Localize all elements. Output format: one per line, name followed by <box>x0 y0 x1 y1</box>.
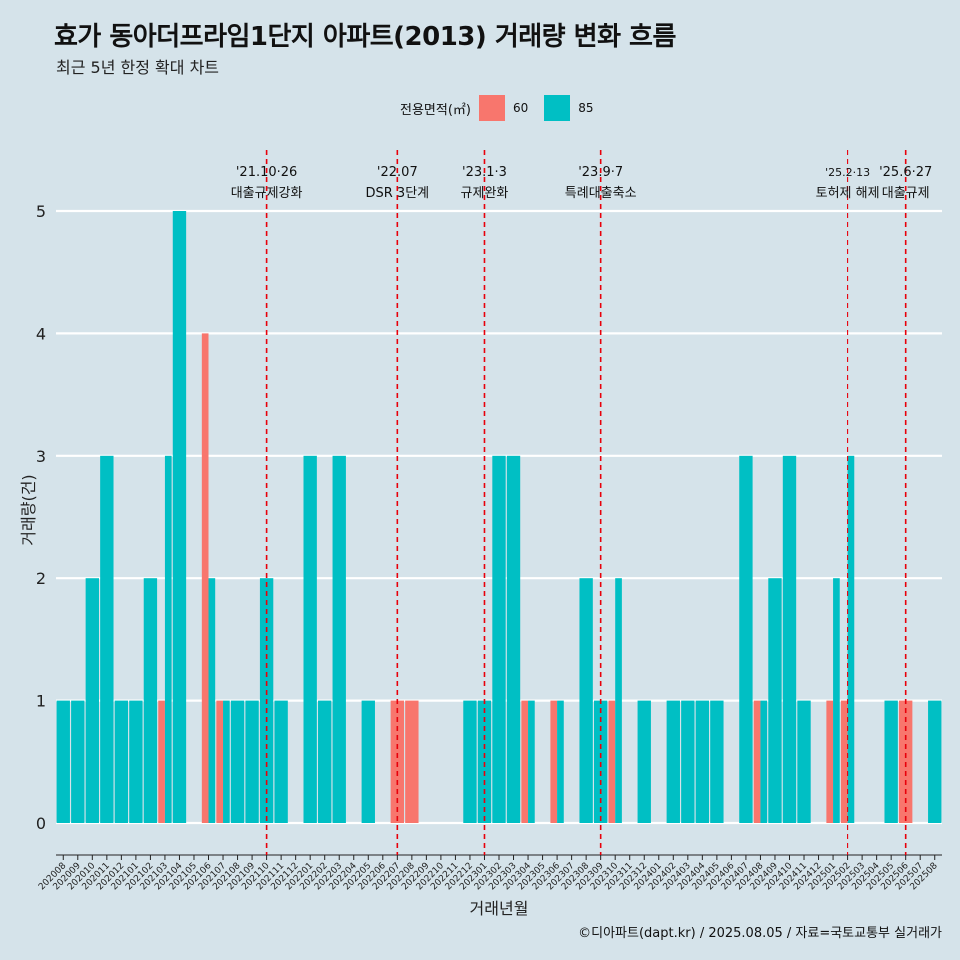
bar-85-202106 <box>208 578 216 823</box>
bar-85-202310 <box>615 578 622 823</box>
bar-60-202207 <box>390 700 405 823</box>
event-date-label: '25.2·13 <box>825 166 870 179</box>
bar-85-202205 <box>361 700 375 823</box>
bar-85-202407 <box>739 455 753 823</box>
event-date-label: '25.6·27 <box>879 165 932 180</box>
bar-60-202408 <box>753 700 761 823</box>
bar-85-202304 <box>528 700 535 823</box>
event-date-label: '23.9·7 <box>578 165 623 180</box>
bar-60-202501 <box>826 700 834 823</box>
bar-85-202312 <box>637 700 651 823</box>
bar-85-202203 <box>332 455 346 823</box>
bar-85-202402 <box>666 700 680 823</box>
bar-85-202009 <box>71 700 85 823</box>
bar-85-202409 <box>768 578 782 823</box>
bar-85-202109 <box>245 700 259 823</box>
bar-85-202108 <box>230 700 245 823</box>
bar-85-202302 <box>492 455 506 823</box>
bar-85-202301 <box>477 700 492 823</box>
event-label: DSR 3단계 <box>366 186 430 201</box>
bar-60-202107 <box>216 700 224 823</box>
legend-swatch-60 <box>478 95 505 121</box>
bar-85-202011 <box>100 455 114 823</box>
event-date-label: '23.1·3 <box>462 165 507 180</box>
bar-60-202506 <box>899 700 913 823</box>
legend-swatch-85 <box>544 95 571 121</box>
bar-85-202111 <box>274 700 288 823</box>
bar-60-202306 <box>550 700 558 823</box>
event-label: 특례대출축소 <box>565 186 637 201</box>
legend: 전용면적(㎡) 60 85 <box>400 94 610 122</box>
bar-85-202212 <box>463 700 477 823</box>
event-label: 대출규제강화 <box>231 186 303 201</box>
bar-85-202403 <box>681 700 695 823</box>
y-tick-label: 0 <box>36 814 46 833</box>
bar-85-202411 <box>797 700 811 823</box>
bar-85-202107 <box>223 700 230 823</box>
bar-85-202008 <box>56 700 70 823</box>
y-tick-label: 2 <box>36 569 46 588</box>
bar-60-202502 <box>840 700 848 823</box>
bar-85-202501 <box>833 578 840 823</box>
chart-subtitle: 최근 5년 한정 확대 차트 <box>56 58 220 77</box>
chart-title: 효가 동아더프라임1단지 아파트(2013) 거래량 변화 흐름 <box>54 22 676 52</box>
bar-85-202101 <box>129 700 143 823</box>
bar-85-202306 <box>557 700 564 823</box>
event-date-label: '21.10·26 <box>236 165 297 180</box>
bar-60-202208 <box>405 700 419 823</box>
y-tick-label: 3 <box>36 447 46 466</box>
bar-85-202104 <box>172 211 187 823</box>
x-axis-title: 거래년월 <box>470 899 529 918</box>
event-label: 대출규제 <box>882 186 930 201</box>
bar-85-202309 <box>593 700 608 823</box>
bar-85-202308 <box>579 578 593 823</box>
bar-85-202505 <box>884 700 898 823</box>
y-axis-title: 거래량(건) <box>19 474 38 545</box>
bar-85-202012 <box>114 700 129 823</box>
bar-85-202408 <box>760 700 768 823</box>
source-caption: ©디아파트(dapt.kr) / 2025.08.05 / 자료=국토교통부 실… <box>578 926 942 941</box>
event-label: 규제완화 <box>461 186 509 201</box>
legend-label-60: 60 <box>512 101 529 115</box>
legend-title: 전용면적(㎡) <box>400 102 471 118</box>
event-label: 토허제 해제 <box>816 186 880 201</box>
y-tick-label: 5 <box>36 202 46 221</box>
bar-60-202103 <box>158 700 165 823</box>
bar-85-202410 <box>782 455 797 823</box>
bar-85-202404 <box>695 700 710 823</box>
bar-60-202310 <box>608 700 616 823</box>
y-tick-label: 4 <box>36 324 46 343</box>
bar-85-202508 <box>928 700 942 823</box>
bar-85-202202 <box>318 700 332 823</box>
bar-85-202405 <box>710 700 724 823</box>
y-tick-label: 1 <box>36 692 46 711</box>
bar-60-202304 <box>521 700 529 823</box>
bar-60-202106 <box>201 333 209 823</box>
bar-85-202502 <box>847 455 855 823</box>
bar-85-202102 <box>143 578 158 823</box>
bar-85-202201 <box>303 455 317 823</box>
bar-85-202103 <box>164 455 172 823</box>
legend-label-85: 85 <box>578 101 594 115</box>
bar-85-202010 <box>85 578 99 823</box>
event-date-label: '22.07 <box>377 165 418 180</box>
bar-85-202303 <box>506 455 521 823</box>
